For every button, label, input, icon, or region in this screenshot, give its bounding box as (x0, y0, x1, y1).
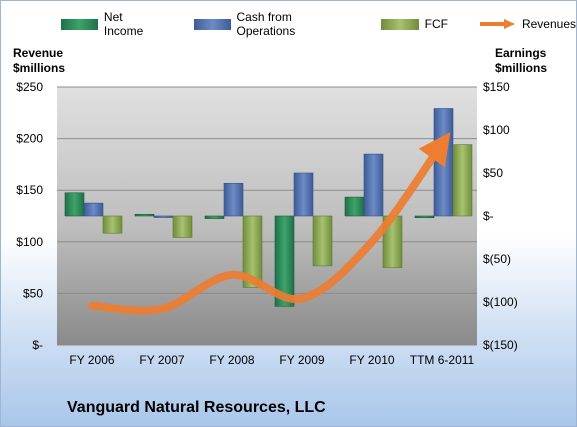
right-axis-ticks: $(150) $(100) $(50) $- $50 $100 $150 (483, 80, 518, 352)
bar-fcf (242, 215, 263, 288)
legend-item-fcf: FCF (380, 17, 448, 31)
bar-cash-from-operations (153, 215, 174, 218)
bar-net-income (64, 192, 85, 217)
right-axis-title: Earnings $millions (495, 46, 547, 76)
company-name: Vanguard Natural Resources, LLC (67, 399, 326, 416)
x-tick-label: FY 2009 (279, 353, 324, 367)
legend-item-net-income: Net Income (61, 10, 164, 38)
left-tick-label: $150 (16, 183, 43, 197)
bar-cash-from-operations (223, 183, 244, 217)
bar-cash-from-operations (293, 172, 314, 217)
x-tick-label: FY 2010 (349, 353, 394, 367)
right-axis-title-line: $millions (495, 61, 548, 75)
right-tick-label: $(100) (483, 295, 518, 309)
bar-marks (64, 108, 473, 307)
left-axis-title-line: Revenue (13, 46, 64, 60)
right-tick-label: $100 (483, 123, 510, 137)
right-axis-title-line: Earnings (495, 46, 547, 60)
legend-item-cfo: Cash from Operations (193, 10, 351, 38)
left-axis-title-line: $millions (13, 61, 66, 75)
x-tick-label: FY 2007 (139, 353, 184, 367)
x-axis-ticks: FY 2006 FY 2007 FY 2008 FY 2009 FY 2010 TTM 6… (69, 353, 474, 367)
bar-cash-from-operations (83, 202, 104, 217)
fcf-swatch (380, 18, 419, 30)
bar-net-income (344, 196, 365, 217)
revenue-line (88, 132, 451, 315)
x-tick-label: TTM 6-2011 (410, 353, 475, 367)
legend-label: Cash from Operations (236, 10, 296, 38)
x-tick-label: FY 2006 (69, 353, 114, 367)
plot-area (57, 87, 477, 345)
legend-label: Revenues (521, 17, 576, 31)
net-income-swatch (61, 18, 98, 30)
bar-net-income (414, 215, 435, 219)
left-tick-label: $50 (23, 286, 43, 300)
gridlines (57, 86, 477, 346)
cfo-swatch (193, 18, 231, 30)
left-tick-label: $100 (16, 235, 43, 249)
left-tick-label: $200 (16, 132, 43, 146)
legend: Net Income Cash from Operations FCF Reve… (61, 10, 576, 38)
legend-item-revenues: Revenues (478, 17, 576, 31)
bar-fcf (452, 144, 473, 217)
bar-fcf (102, 215, 123, 234)
bar-fcf (312, 215, 333, 267)
right-tick-label: $(150) (483, 338, 518, 352)
x-tick-label: FY 2008 (209, 353, 254, 367)
bar-net-income (204, 215, 225, 219)
left-tick-label: $- (32, 338, 43, 352)
right-tick-label: $- (483, 209, 494, 223)
right-tick-label: $150 (483, 80, 510, 94)
revenue-line-path (88, 132, 451, 315)
bar-fcf (172, 215, 193, 238)
bar-cash-from-operations (433, 108, 454, 217)
bar-net-income (274, 215, 295, 307)
left-axis-ticks: $- $50 $100 $150 $200 $250 (16, 80, 43, 352)
left-axis-title: Revenue $millions (13, 46, 65, 76)
right-tick-label: $(50) (483, 252, 511, 266)
legend-label: FCF (424, 17, 448, 31)
right-tick-label: $50 (483, 166, 503, 180)
legend-label: Net Income (103, 10, 144, 38)
left-tick-label: $250 (16, 80, 43, 94)
revenues-arrow-swatch (479, 19, 515, 29)
bar-net-income (134, 213, 155, 217)
bar-cash-from-operations (363, 153, 384, 217)
